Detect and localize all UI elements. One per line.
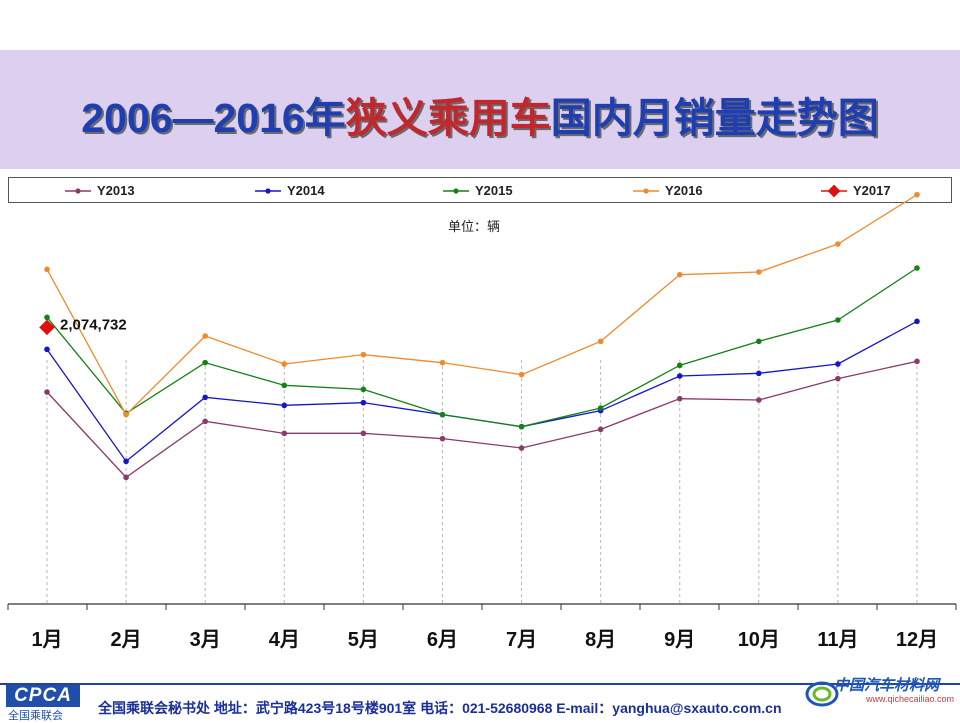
chart-legend: Y2013 Y2014 Y2015 Y2016 Y2017	[8, 177, 952, 203]
data-point-y2013	[835, 375, 841, 382]
data-point-y2013	[202, 418, 208, 425]
legend-label-y2013: Y2013	[97, 183, 135, 198]
unit-label: 单位：辆	[448, 219, 501, 234]
data-point-y2016	[439, 359, 446, 366]
data-point-y2016	[360, 351, 367, 358]
data-point-y2013	[360, 430, 367, 437]
data-point-y2013	[518, 445, 525, 451]
footer: CPCA 全国乘联会 全国乘联会秘书处 地址：武宁路423号18号楼901室 电…	[0, 683, 960, 722]
watermark: 中国汽车材料网 www.qichecailiao.com	[804, 668, 954, 720]
data-point-y2014	[123, 458, 129, 465]
legend-label-y2014: Y2014	[287, 183, 325, 198]
watermark-swirl-icon	[805, 681, 839, 707]
data-point-y2016	[518, 371, 525, 378]
data-point-y2016	[835, 241, 841, 247]
legend-label-y2016: Y2016	[665, 183, 703, 198]
x-tick-label: 1月	[31, 629, 62, 651]
data-point-y2016	[756, 269, 762, 275]
data-point-y2014	[202, 394, 208, 401]
data-point-y2014	[676, 373, 683, 379]
data-point-y2014	[44, 346, 50, 353]
data-point-y2014	[281, 402, 288, 409]
x-tick-label: 8月	[585, 629, 616, 651]
legend-label-y2017: Y2017	[853, 183, 891, 198]
data-point-y2015	[439, 411, 446, 418]
data-point-y2016	[44, 266, 50, 273]
data-point-y2016	[597, 338, 604, 345]
footer-divider	[0, 683, 960, 685]
data-point-y2014	[914, 318, 920, 325]
data-point-y2013	[439, 435, 446, 442]
x-tick-label: 3月	[190, 629, 221, 651]
logo-subtitle: 全国乘联会	[8, 710, 63, 722]
line-chart: 1月 2月 3月 4月 5月 6月 7月 8月 9月 10月 11月 12月 2,074,732	[7, 191, 957, 651]
data-point-y2013	[914, 358, 920, 365]
data-point-y2016	[123, 411, 129, 418]
data-point-y2015	[281, 382, 288, 389]
data-point-y2015	[202, 359, 208, 366]
data-point-y2014	[756, 370, 762, 377]
data-point-y2015	[676, 362, 683, 369]
x-tick-label: 10月	[738, 629, 780, 651]
data-point-y2016	[676, 271, 683, 278]
x-tick-label: 11月	[817, 629, 858, 651]
data-point-y2013	[756, 397, 762, 403]
data-point-y2015	[44, 314, 50, 321]
data-point-y2015	[360, 386, 367, 393]
data-point-y2015	[914, 265, 920, 271]
data-point-y2016	[202, 333, 208, 339]
data-point-y2013	[676, 395, 683, 402]
contact-info: 全国乘联会秘书处 地址：武宁路423号18号楼901室 电话：021-52680…	[98, 700, 782, 716]
data-point-y2013	[123, 474, 129, 481]
x-tick-label: 4月	[269, 629, 300, 651]
series-line-y2016	[46, 194, 918, 416]
data-point-y2016	[281, 361, 288, 367]
title-band	[0, 50, 960, 169]
data-label: 2,074,732	[60, 316, 127, 333]
x-tick-label: 9月	[664, 629, 695, 651]
watermark-text: 中国汽车材料网	[834, 677, 940, 694]
data-point-y2017	[39, 319, 55, 336]
x-tick-label: 12月	[896, 629, 938, 651]
watermark-url: www.qichecailiao.com	[866, 694, 955, 704]
cpca-logo: CPCA 全国乘联会	[6, 685, 80, 722]
x-tick-label: 2月	[111, 629, 142, 651]
logo-mark: CPCA	[6, 685, 80, 707]
data-point-y2013	[44, 389, 50, 395]
data-point-y2013	[281, 430, 288, 437]
legend-label-y2015: Y2015	[475, 183, 513, 198]
title-part-rest: 国内月销量走势图	[550, 95, 879, 141]
title-part-years: 2006—2016年	[81, 95, 346, 141]
data-point-y2015	[518, 423, 525, 430]
x-tick-label: 6月	[427, 629, 458, 651]
data-point-y2015	[597, 405, 604, 411]
data-point-y2015	[835, 317, 841, 323]
page-title: 2006—2016年狭义乘用车国内月销量走势图	[0, 84, 960, 144]
x-tick-label: 5月	[348, 629, 379, 651]
series-line-y2015	[46, 267, 918, 428]
x-tick-label: 7月	[506, 629, 537, 651]
data-point-y2014	[835, 361, 841, 367]
series-line-y2013	[46, 360, 918, 479]
data-point-y2016	[914, 191, 920, 198]
data-point-y2013	[597, 426, 604, 433]
title-part-highlight: 狭义乘用车	[345, 95, 551, 141]
data-point-y2014	[360, 399, 367, 406]
data-point-y2015	[756, 338, 762, 345]
